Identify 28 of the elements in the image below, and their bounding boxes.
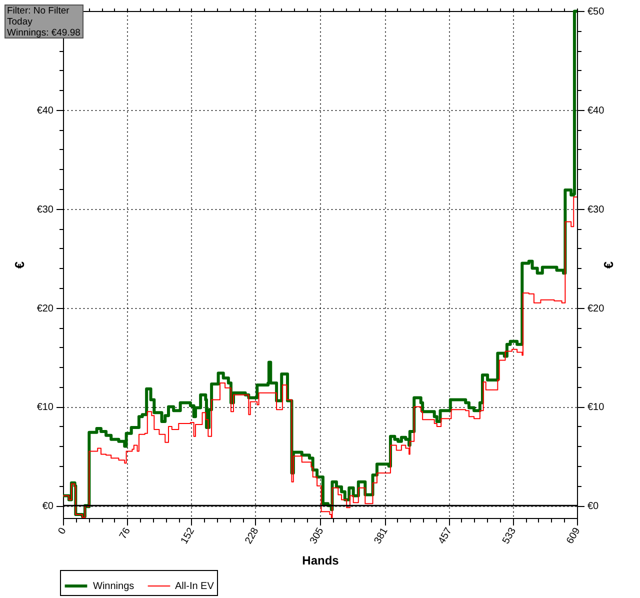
legend-label: All-In EV [175, 581, 214, 592]
y2-tick-label: €50 [588, 6, 605, 18]
y2-tick-label: €0 [588, 501, 600, 512]
y-axis-title: € [12, 261, 27, 269]
y-tick-label: €0 [42, 501, 54, 512]
y-tick-label: €40 [36, 105, 54, 116]
y2-tick-label: €40 [588, 105, 605, 116]
annotation: Filter: No Filter [7, 6, 70, 16]
x-tick-label: 76 [118, 526, 134, 542]
y2-tick-label: €30 [588, 204, 605, 216]
x-tick-label: 228 [243, 526, 262, 546]
y-tick-label: €30 [36, 204, 54, 216]
x-tick-label: 305 [308, 526, 326, 546]
y-tick-label: €10 [36, 402, 54, 414]
x-tick-label: 533 [500, 526, 519, 546]
x-tick-label: 381 [372, 526, 390, 546]
y2-tick-label: €10 [588, 402, 605, 414]
x-tick-label: 152 [179, 526, 198, 546]
x-tick-label: 609 [564, 526, 583, 546]
y2-tick-label: €20 [588, 303, 605, 314]
x-axis-title: Hands [302, 554, 340, 568]
x-tick-label: 457 [436, 526, 455, 546]
text: Today [7, 16, 33, 28]
y2-axis-title: € [601, 261, 616, 269]
y-tick-label: €20 [36, 303, 54, 314]
legend-label: Winnings [93, 581, 134, 592]
x-tick-label: 0 [56, 526, 69, 536]
annotation: Winnings: €49.98 [7, 28, 80, 38]
